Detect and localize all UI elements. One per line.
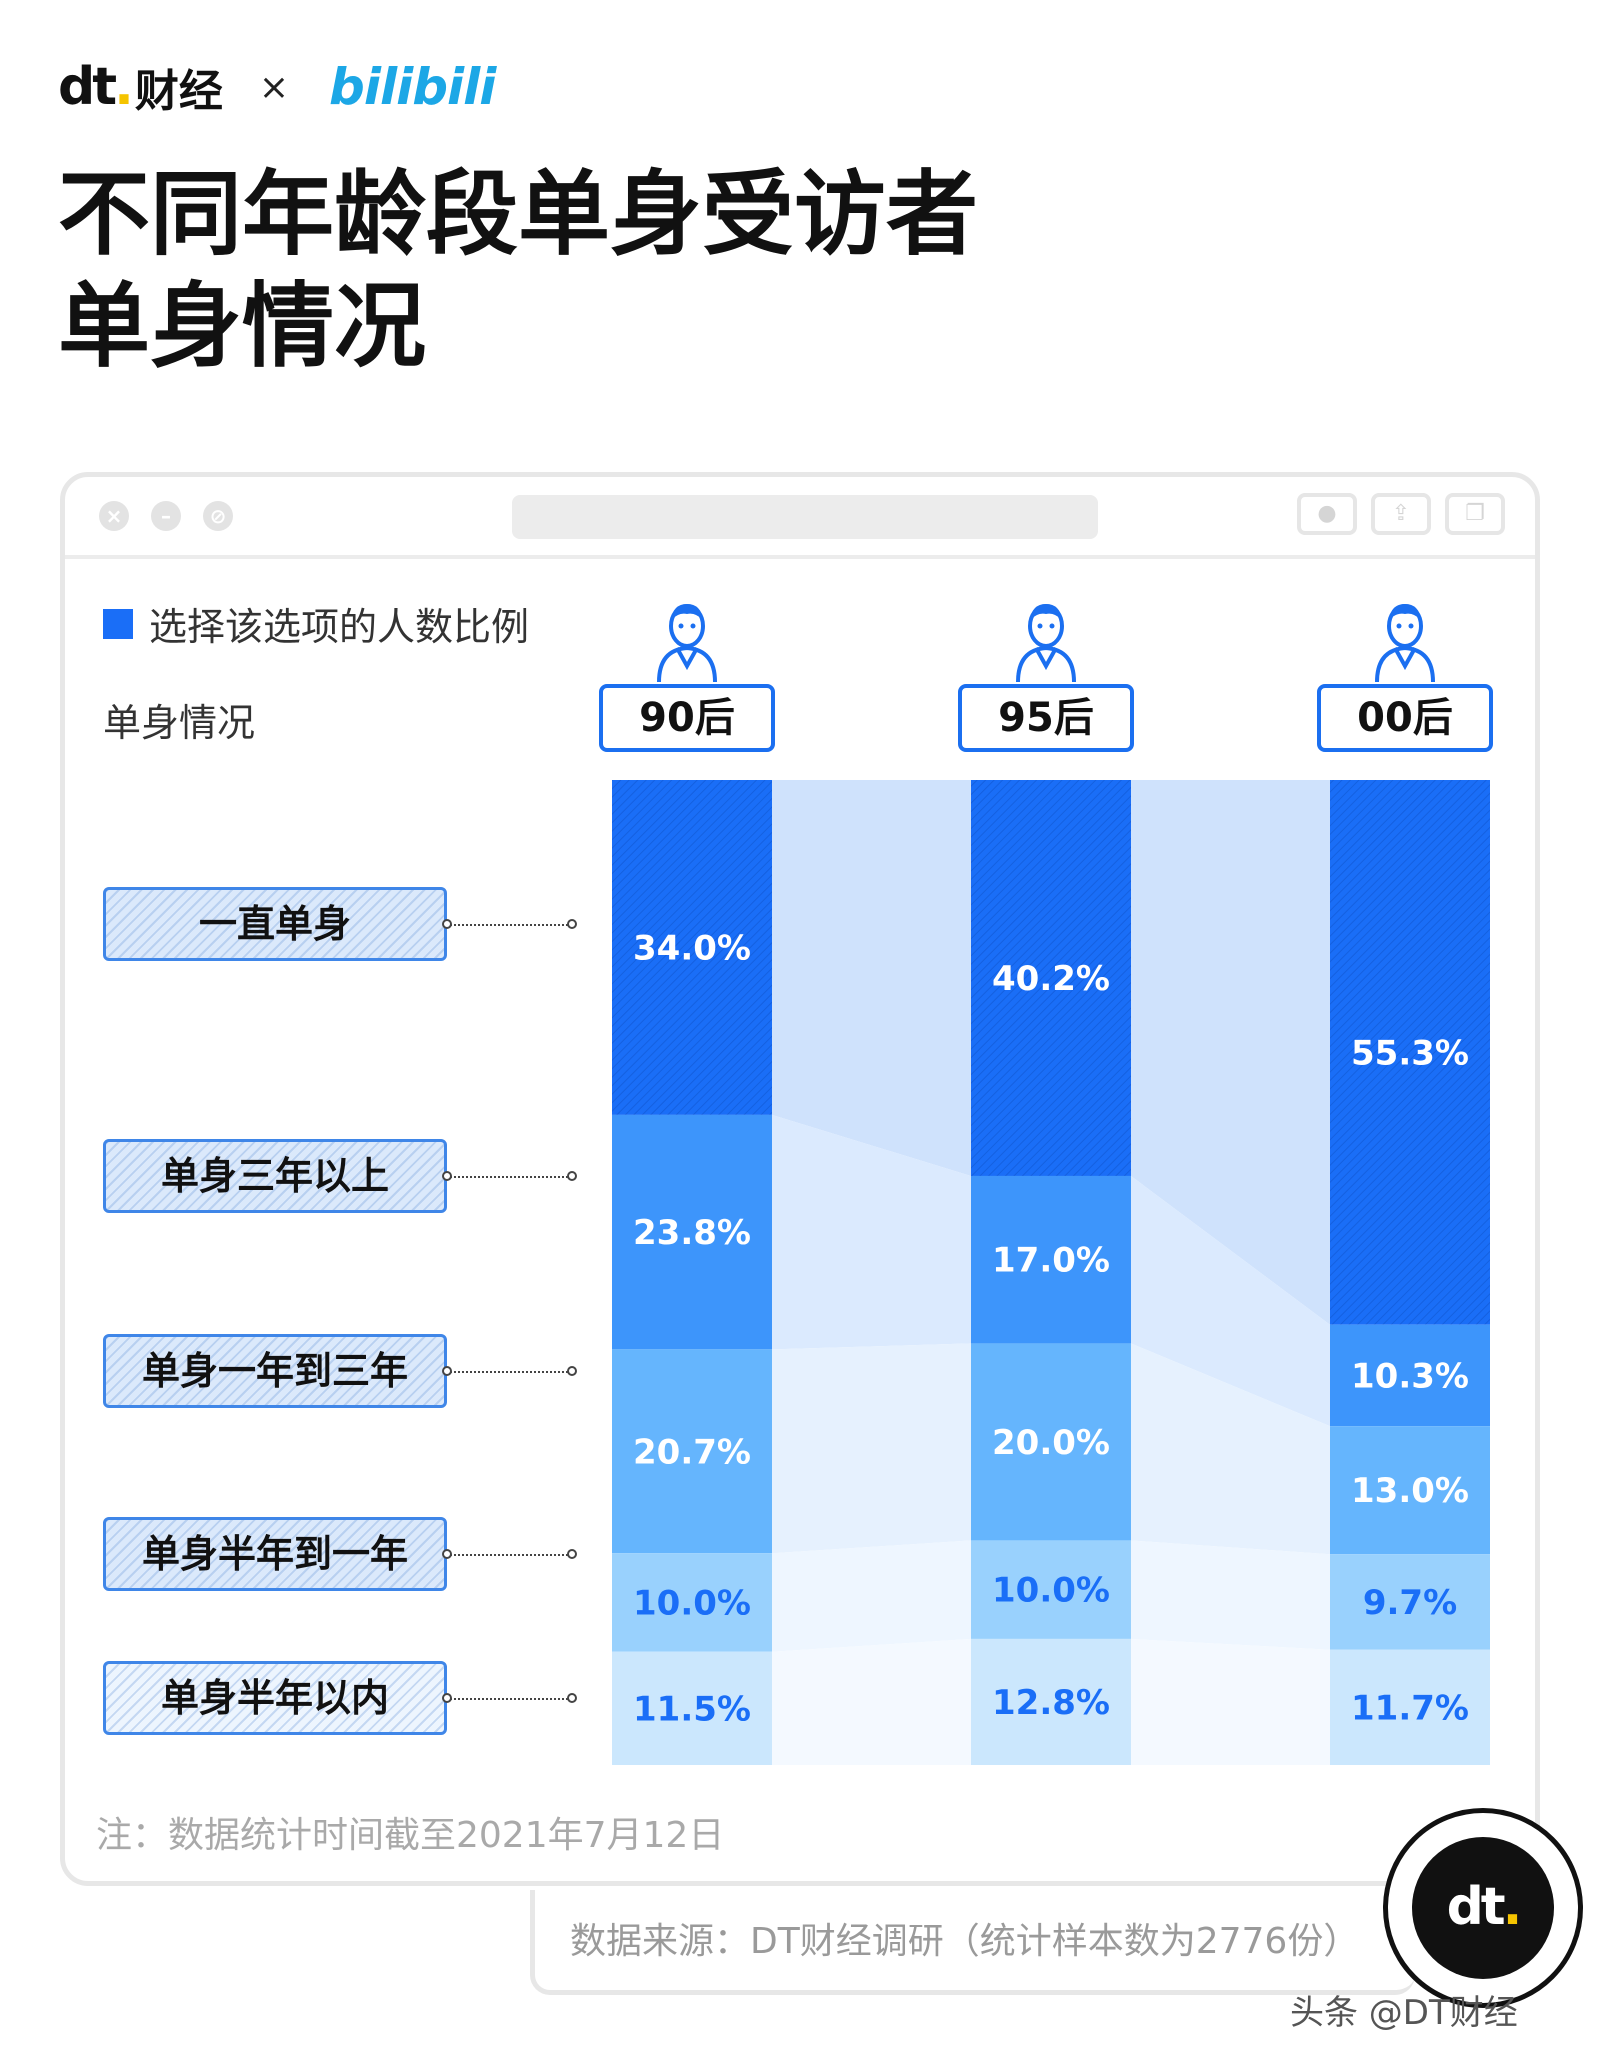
dt-badge-logo: dt. bbox=[1383, 1808, 1583, 2008]
connector-dot bbox=[567, 1366, 577, 1376]
bar-segment bbox=[612, 1553, 772, 1652]
page-title: 不同年龄段单身受访者 单身情况 bbox=[58, 158, 978, 382]
address-bar[interactable] bbox=[512, 495, 1098, 539]
bar-segment bbox=[971, 1175, 1131, 1344]
no-entry-icon[interactable]: ⊘ bbox=[203, 501, 233, 531]
bar-segment bbox=[612, 1349, 772, 1554]
data-label: 10.3% bbox=[1351, 1356, 1469, 1396]
person-icon-95 bbox=[956, 592, 1136, 684]
data-label: 11.5% bbox=[633, 1689, 751, 1729]
legend: 选择该选项的人数比例 bbox=[103, 596, 529, 651]
collab-times-sign: × bbox=[258, 66, 290, 108]
bar-segment bbox=[612, 1114, 772, 1350]
bilibili-logo: bilibili bbox=[329, 58, 496, 116]
legend-label: 选择该选项的人数比例 bbox=[149, 605, 530, 649]
connector-dot bbox=[442, 1366, 452, 1376]
flow-band bbox=[1131, 1540, 1330, 1650]
category-half-to-one-year: 单身半年到一年 bbox=[103, 1517, 447, 1591]
data-label: 34.0% bbox=[633, 928, 751, 968]
bar-segment bbox=[612, 780, 772, 1115]
bar-segment bbox=[1330, 1649, 1490, 1765]
person-icon-00 bbox=[1315, 592, 1495, 684]
page-title-line1: 不同年龄段单身受访者 bbox=[58, 160, 979, 268]
data-label: 20.7% bbox=[633, 1432, 751, 1472]
flow-band bbox=[1131, 1175, 1330, 1427]
data-label: 10.0% bbox=[633, 1583, 751, 1623]
bar-segment bbox=[971, 780, 1131, 1176]
bar-segment bbox=[971, 1540, 1131, 1639]
brand-header: dt. 财经 × bilibili bbox=[58, 57, 496, 117]
flow-band bbox=[1131, 1638, 1330, 1765]
source-frame bbox=[530, 1890, 1415, 1995]
connector-line bbox=[447, 1698, 575, 1700]
connector-dot bbox=[567, 1693, 577, 1703]
connector-dot bbox=[442, 1171, 452, 1181]
bar-segment bbox=[971, 1638, 1131, 1765]
category-within-half-year: 单身半年以内 bbox=[103, 1661, 447, 1735]
person-icon-90 bbox=[597, 592, 777, 684]
data-label: 13.0% bbox=[1351, 1471, 1469, 1511]
connector-line bbox=[447, 1554, 575, 1556]
close-icon[interactable]: × bbox=[99, 501, 129, 531]
connector-line bbox=[447, 924, 575, 926]
dt-logo: dt. bbox=[58, 57, 134, 117]
flow-band bbox=[772, 1343, 971, 1554]
flow-band bbox=[1131, 1343, 1330, 1555]
data-label: 20.0% bbox=[992, 1423, 1110, 1463]
data-label: 17.0% bbox=[992, 1241, 1110, 1281]
data-label: 10.0% bbox=[992, 1571, 1110, 1611]
data-label: 40.2% bbox=[992, 959, 1110, 999]
record-icon[interactable]: ● bbox=[1297, 493, 1357, 535]
window-copy-icon[interactable]: ❐ bbox=[1445, 493, 1505, 535]
dt-badge-inner: dt. bbox=[1412, 1837, 1554, 1979]
window-title-bar: × – ⊘ ● ⇪ ❐ bbox=[65, 477, 1535, 559]
column-label-95: 95后 bbox=[958, 684, 1134, 752]
flow-band bbox=[772, 1638, 971, 1765]
flow-band bbox=[772, 1540, 971, 1652]
data-label: 55.3% bbox=[1351, 1033, 1469, 1073]
connector-line bbox=[447, 1371, 575, 1373]
category-one-to-three-years: 单身一年到三年 bbox=[103, 1334, 447, 1408]
data-label: 9.7% bbox=[1363, 1583, 1457, 1623]
category-over-three-years: 单身三年以上 bbox=[103, 1139, 447, 1213]
connector-dot bbox=[442, 919, 452, 929]
bar-segment bbox=[1330, 1426, 1490, 1555]
minimize-icon[interactable]: – bbox=[151, 501, 181, 531]
flow-band bbox=[772, 780, 971, 1176]
row-header: 单身情况 bbox=[103, 701, 256, 745]
connector-dot bbox=[442, 1693, 452, 1703]
flow-band bbox=[772, 1114, 971, 1350]
bar-segment bbox=[1330, 780, 1490, 1325]
connector-dot bbox=[567, 1549, 577, 1559]
column-label-00: 00后 bbox=[1317, 684, 1493, 752]
connector-dot bbox=[442, 1549, 452, 1559]
data-source: 数据来源：DT财经调研（统计样本数为2776份） bbox=[570, 1921, 1360, 1962]
connector-line bbox=[447, 1176, 575, 1178]
dt-brand-name: 财经 bbox=[134, 66, 223, 117]
share-icon[interactable]: ⇪ bbox=[1371, 493, 1431, 535]
bar-segment bbox=[971, 1343, 1131, 1541]
connector-dot bbox=[567, 1171, 577, 1181]
footnote: 注：数据统计时间截至2021年7月12日 bbox=[96, 1815, 725, 1856]
data-label: 23.8% bbox=[633, 1213, 751, 1253]
bar-segment bbox=[1330, 1324, 1490, 1427]
page-title-line2: 单身情况 bbox=[58, 272, 427, 380]
toutiao-watermark: 头条 @DT财经 bbox=[1290, 1993, 1518, 2033]
data-label: 11.7% bbox=[1351, 1688, 1469, 1728]
bar-segment bbox=[612, 1651, 772, 1765]
connector-dot bbox=[567, 919, 577, 929]
legend-swatch bbox=[103, 608, 133, 639]
column-label-90: 90后 bbox=[599, 684, 775, 752]
bar-segment bbox=[1330, 1554, 1490, 1650]
data-label: 12.8% bbox=[992, 1683, 1110, 1723]
flow-band bbox=[1131, 780, 1330, 1325]
